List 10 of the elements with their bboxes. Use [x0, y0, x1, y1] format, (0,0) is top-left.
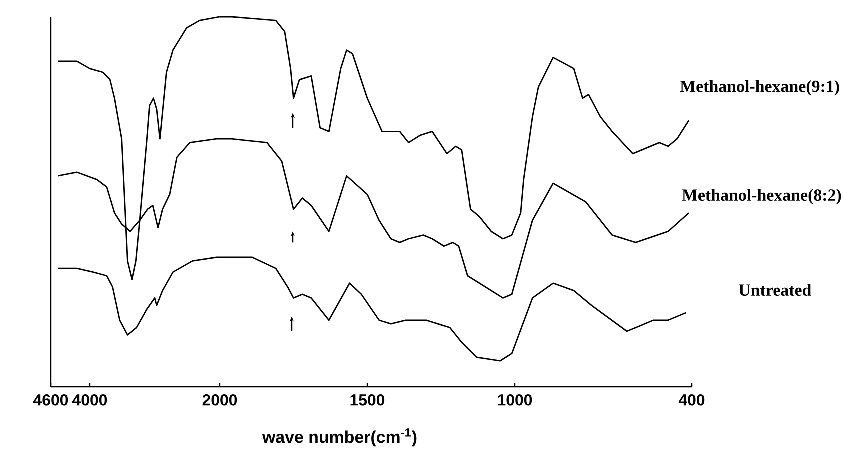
- x-tick-label: 2000: [202, 394, 238, 406]
- x-tick-label: 400: [678, 394, 705, 406]
- text: Untreated: [739, 284, 812, 296]
- series-label: Methanol-hexane(8:2): [682, 189, 842, 204]
- series-label: Methanol-hexane(9:1): [680, 80, 840, 96]
- x-axis-title: wave number(cm$^{-1}$): [262, 428, 417, 447]
- x-tick-label: 1000: [498, 394, 532, 406]
- x-tick-label: 1500: [350, 394, 385, 406]
- x-tick-label: 4000: [72, 394, 108, 406]
- x-tick-label: 4600: [34, 394, 68, 406]
